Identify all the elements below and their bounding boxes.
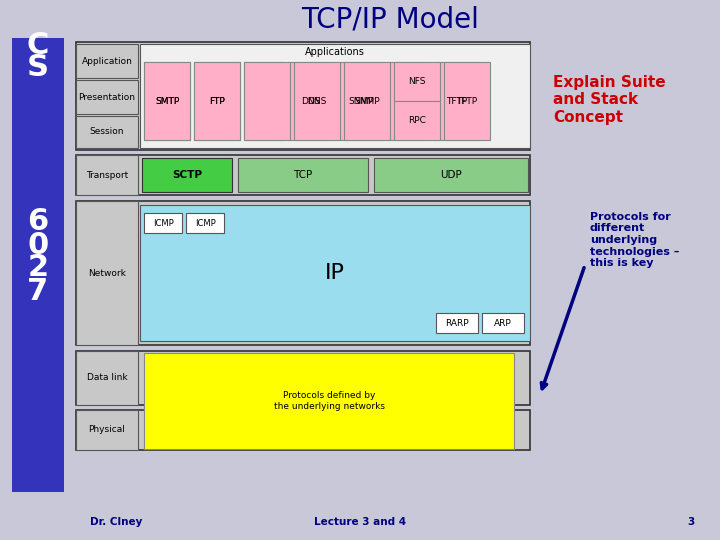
Text: SMTP: SMTP bbox=[155, 97, 179, 105]
Bar bbox=[238, 158, 368, 192]
Text: UDP: UDP bbox=[440, 170, 462, 180]
Text: Session: Session bbox=[90, 127, 125, 137]
Text: Dr. Clney: Dr. Clney bbox=[90, 517, 143, 527]
Bar bbox=[76, 201, 530, 345]
Bar bbox=[140, 205, 530, 341]
Bar bbox=[482, 313, 524, 333]
Bar bbox=[76, 201, 138, 345]
Bar bbox=[76, 351, 530, 405]
Bar bbox=[244, 62, 290, 140]
Text: DNS: DNS bbox=[307, 97, 327, 105]
Text: SMTP: SMTP bbox=[155, 97, 179, 105]
Text: S: S bbox=[27, 53, 49, 83]
Text: Lecture 3 and 4: Lecture 3 and 4 bbox=[314, 517, 406, 527]
Text: ICMP: ICMP bbox=[153, 219, 174, 227]
Text: Network: Network bbox=[88, 268, 126, 278]
Bar bbox=[344, 62, 390, 140]
Text: Transport: Transport bbox=[86, 171, 128, 179]
Text: Physical: Physical bbox=[89, 426, 125, 435]
Text: C: C bbox=[27, 30, 49, 59]
Text: 7: 7 bbox=[27, 276, 48, 306]
Bar bbox=[76, 410, 138, 450]
Text: 0: 0 bbox=[27, 231, 49, 260]
Text: SNMP: SNMP bbox=[354, 97, 380, 105]
Text: FTP: FTP bbox=[209, 97, 225, 105]
Bar bbox=[144, 62, 190, 140]
Bar bbox=[12, 38, 64, 492]
Bar bbox=[294, 62, 340, 140]
Bar bbox=[144, 213, 182, 233]
Text: RARP: RARP bbox=[445, 319, 469, 327]
Bar bbox=[142, 158, 232, 192]
Text: SCTP: SCTP bbox=[172, 170, 202, 180]
Bar bbox=[394, 62, 440, 101]
Bar bbox=[394, 101, 440, 140]
Text: TCP: TCP bbox=[293, 170, 312, 180]
Bar bbox=[76, 44, 138, 78]
Text: Protocols defined by
the underlying networks: Protocols defined by the underlying netw… bbox=[274, 392, 384, 411]
Text: 2: 2 bbox=[27, 253, 48, 282]
Bar bbox=[194, 62, 240, 140]
Bar bbox=[194, 62, 240, 140]
Text: 6: 6 bbox=[27, 207, 49, 237]
Text: Application: Application bbox=[81, 57, 132, 65]
Text: Protocols for
different
underlying
technologies –
this is key: Protocols for different underlying techn… bbox=[590, 212, 680, 268]
Text: IP: IP bbox=[325, 263, 345, 283]
Text: SNMP: SNMP bbox=[348, 97, 374, 105]
Bar bbox=[144, 62, 190, 140]
Text: 3: 3 bbox=[688, 517, 695, 527]
Bar bbox=[244, 62, 284, 140]
Bar bbox=[76, 155, 530, 195]
Text: ICMP: ICMP bbox=[194, 219, 215, 227]
Bar bbox=[388, 62, 430, 140]
Text: TCP/IP Model: TCP/IP Model bbox=[301, 6, 479, 34]
Text: FTP: FTP bbox=[209, 97, 225, 105]
Text: Presentation: Presentation bbox=[78, 92, 135, 102]
Bar bbox=[338, 62, 384, 140]
Bar bbox=[444, 62, 490, 140]
Bar bbox=[76, 410, 530, 450]
Text: TFTP: TFTP bbox=[456, 97, 477, 105]
Text: ARP: ARP bbox=[494, 319, 512, 327]
Text: Data link: Data link bbox=[86, 374, 127, 382]
Bar bbox=[140, 44, 530, 148]
Bar bbox=[288, 62, 334, 140]
Bar bbox=[186, 213, 224, 233]
Bar bbox=[76, 351, 138, 405]
Bar bbox=[434, 62, 480, 140]
Text: Explain Suite
and Stack
Concept: Explain Suite and Stack Concept bbox=[553, 75, 665, 125]
Bar bbox=[374, 158, 528, 192]
Text: TFTP: TFTP bbox=[446, 97, 467, 105]
Text: NFS: NFS bbox=[408, 77, 426, 86]
Bar bbox=[76, 42, 530, 150]
Bar bbox=[76, 155, 138, 195]
Text: RPC: RPC bbox=[408, 116, 426, 125]
Text: DNS: DNS bbox=[301, 97, 320, 105]
Bar bbox=[76, 116, 138, 148]
Text: Applications: Applications bbox=[305, 47, 365, 57]
Bar bbox=[436, 313, 478, 333]
Bar bbox=[144, 353, 514, 449]
Bar bbox=[76, 80, 138, 114]
